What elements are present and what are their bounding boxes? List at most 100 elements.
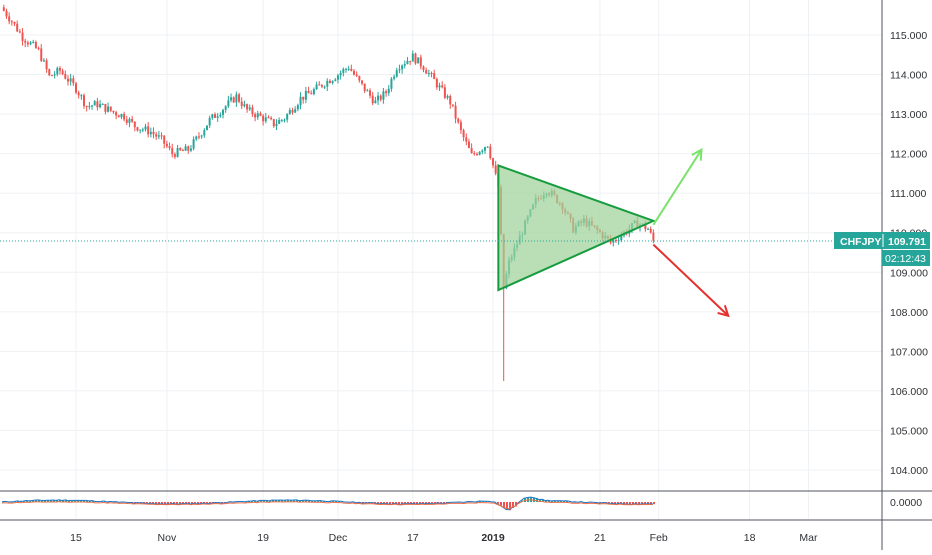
- macd-histogram-bar: [23, 501, 25, 502]
- macd-histogram-bar: [305, 500, 307, 502]
- macd-histogram-bar: [647, 502, 649, 504]
- macd-histogram-bar: [413, 502, 415, 504]
- candle-body: [612, 240, 615, 243]
- breakout-up-arrow-shaft[interactable]: [652, 149, 703, 226]
- candle-body: [230, 97, 233, 101]
- macd-histogram-bar: [206, 502, 208, 504]
- macd-line: [1, 496, 654, 511]
- macd-histogram-bar: [545, 500, 547, 502]
- macd-histogram-bar: [419, 502, 421, 504]
- y-tick-label: 105.000: [890, 425, 928, 437]
- macd-histogram-bar: [425, 502, 427, 504]
- macd-histogram-bar: [317, 500, 319, 502]
- candle-body: [336, 75, 339, 80]
- candle-body: [16, 23, 19, 32]
- candle-body: [181, 150, 184, 152]
- countdown-tag: [882, 249, 930, 266]
- candle-body: [363, 83, 366, 91]
- candle-body: [50, 75, 53, 77]
- macd-histogram-bar: [551, 500, 553, 502]
- macd-histogram-bar: [398, 502, 400, 505]
- candle-body: [18, 31, 21, 33]
- candle-body: [267, 117, 270, 119]
- candle-body: [427, 73, 430, 75]
- macd-histogram-bar: [386, 502, 388, 504]
- candle-body: [369, 90, 372, 96]
- candle-body: [280, 119, 283, 121]
- candle-body: [13, 21, 16, 24]
- macd-histogram-bar: [284, 500, 286, 502]
- candle-body: [331, 80, 334, 84]
- macd-histogram-bar: [47, 500, 49, 502]
- macd-histogram-bar: [428, 502, 430, 504]
- candle-body: [144, 126, 147, 130]
- candle-body: [224, 106, 227, 110]
- macd-histogram-bar: [443, 502, 445, 504]
- candle-body: [238, 94, 241, 102]
- candle-body: [449, 96, 452, 105]
- macd-histogram-bar: [410, 502, 412, 504]
- candle-body: [264, 117, 267, 122]
- macd-histogram-bar: [635, 502, 637, 504]
- macd-histogram-bar: [620, 502, 622, 504]
- macd-histogram-bar: [380, 502, 382, 504]
- macd-histogram-bar: [152, 502, 154, 504]
- candle-body: [192, 139, 195, 149]
- macd-histogram-bar: [638, 502, 640, 505]
- candle-body: [77, 92, 80, 96]
- macd-histogram-bar: [155, 502, 157, 504]
- macd-histogram-bar: [197, 502, 199, 504]
- x-tick-label: 15: [70, 532, 82, 544]
- candle-body: [88, 106, 91, 108]
- breakdown-arrow-shaft[interactable]: [652, 243, 729, 317]
- candle-body: [312, 89, 315, 94]
- candle-body: [649, 228, 652, 233]
- candle-body: [8, 16, 11, 22]
- macd-histogram-bar: [257, 501, 259, 502]
- candle-body: [256, 113, 259, 118]
- macd-histogram-bar: [278, 500, 280, 502]
- candle-body: [270, 117, 273, 120]
- candle-body: [141, 129, 144, 131]
- candle-body: [45, 60, 48, 70]
- candle-body: [294, 109, 297, 113]
- macd-histogram-bar: [65, 499, 67, 502]
- candle-body: [355, 74, 358, 77]
- macd-histogram-bar: [650, 502, 652, 504]
- candle-body: [112, 110, 115, 113]
- macd-histogram-bar: [644, 502, 646, 504]
- candle-body: [382, 91, 385, 100]
- macd-histogram-bar: [554, 500, 556, 502]
- candle-body: [644, 223, 647, 230]
- candle-body: [478, 151, 481, 155]
- candle-body: [179, 148, 182, 151]
- candle-body: [69, 78, 72, 82]
- candle-body: [189, 148, 192, 151]
- macd-histogram-bar: [158, 502, 160, 505]
- macd-histogram-bar: [83, 500, 85, 502]
- candle-body: [248, 107, 251, 110]
- candle-body: [409, 60, 412, 62]
- macd-histogram-bar: [431, 502, 433, 504]
- macd-histogram-bar: [611, 502, 613, 504]
- macd-histogram-bar: [173, 502, 175, 504]
- candle-body: [149, 131, 152, 135]
- triangle-pattern[interactable]: [497, 164, 657, 292]
- macd-histogram-bar: [167, 502, 169, 505]
- macd-histogram-bar: [29, 500, 31, 502]
- candle-body: [205, 125, 208, 131]
- macd-histogram-bar: [329, 501, 331, 503]
- candle-body: [467, 141, 470, 149]
- candle-body: [21, 32, 24, 41]
- y-tick-label: 106.000: [890, 386, 928, 398]
- macd-histogram-bar: [500, 502, 502, 506]
- macd-histogram-bar: [497, 502, 499, 504]
- candle-body: [304, 91, 307, 100]
- macd-histogram-bar: [626, 502, 628, 505]
- candle-body: [275, 123, 278, 127]
- candle-body: [85, 106, 88, 108]
- candle-body: [358, 76, 361, 81]
- candle-body: [139, 129, 142, 131]
